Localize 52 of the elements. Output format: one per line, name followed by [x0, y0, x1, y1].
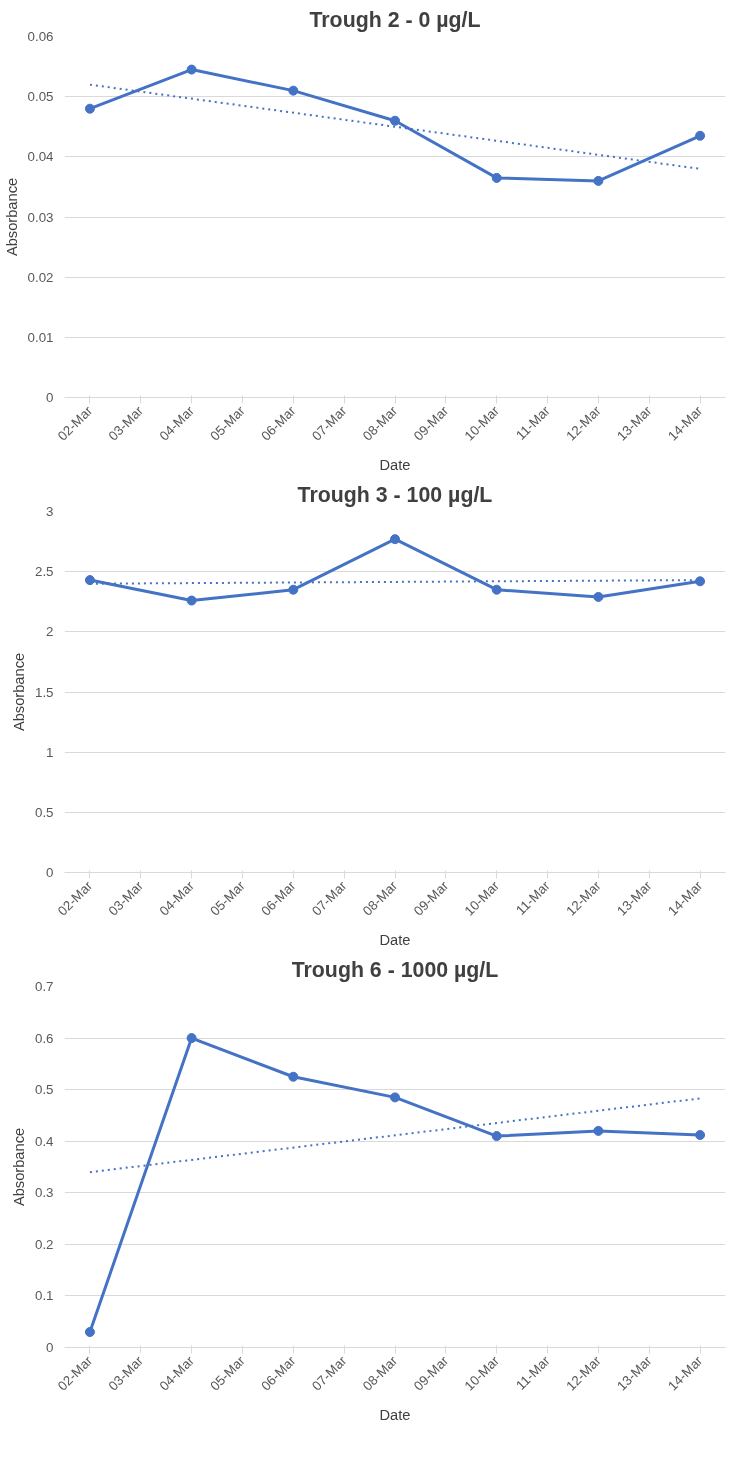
y-tick-label: 1.5: [34, 684, 54, 700]
point: [84, 103, 95, 114]
point: [593, 175, 604, 186]
y-tick-label: 0.5: [34, 804, 54, 820]
y-tick-label: 0: [46, 1340, 54, 1355]
y-tick-label: 0: [46, 865, 54, 880]
y-tick-label: 0.02: [27, 269, 54, 285]
y-tick-label: 2: [46, 624, 54, 640]
y-tick-label: 0.3: [34, 1185, 54, 1201]
point: [390, 1092, 400, 1103]
point: [593, 591, 604, 602]
y-axis-title: Absorbance: [3, 177, 20, 257]
y-tick-label: 0: [46, 390, 54, 405]
point: [288, 1071, 299, 1082]
point: [491, 584, 502, 595]
point: [593, 1125, 604, 1136]
point: [84, 575, 95, 586]
y-tick-label: 0.4: [34, 1133, 55, 1149]
y-tick-label: 2.5: [34, 564, 54, 580]
y-axis-title: Absorbance: [10, 652, 27, 732]
chart-title: Trough 3 - 100 µg/L: [297, 482, 493, 507]
y-tick-label: 0.06: [27, 29, 54, 44]
y-tick-label: 0.03: [27, 209, 54, 225]
point: [186, 595, 197, 606]
x-axis-title: Date: [379, 1406, 411, 1423]
point: [390, 534, 400, 545]
point: [695, 576, 706, 587]
y-tick-label: 0.04: [27, 149, 55, 165]
y-tick-label: 0.6: [34, 1030, 54, 1046]
point: [695, 1130, 706, 1141]
y-tick-label: 0.05: [27, 89, 54, 105]
point: [491, 1131, 502, 1142]
y-tick-label: 0.7: [34, 979, 54, 994]
point: [288, 584, 299, 595]
point: [491, 172, 502, 183]
point: [84, 1327, 95, 1338]
x-axis-title: Date: [379, 931, 411, 948]
point: [695, 130, 706, 141]
y-tick-label: 0.01: [27, 329, 54, 345]
y-tick-label: 0.1: [34, 1288, 54, 1304]
point: [186, 64, 197, 75]
x-axis-title: Date: [379, 456, 411, 473]
y-tick-label: 0.2: [34, 1236, 54, 1252]
chart-title: Trough 6 - 1000 µg/L: [291, 957, 499, 982]
y-axis-title: Absorbance: [10, 1127, 27, 1207]
y-tick-label: 0.5: [34, 1082, 54, 1098]
point: [288, 85, 299, 96]
point: [390, 115, 400, 126]
y-tick-label: 1: [46, 744, 54, 760]
chart-title: Trough 2 - 0 µg/L: [309, 7, 481, 32]
y-tick-label: 3: [46, 504, 54, 519]
point: [186, 1033, 197, 1044]
